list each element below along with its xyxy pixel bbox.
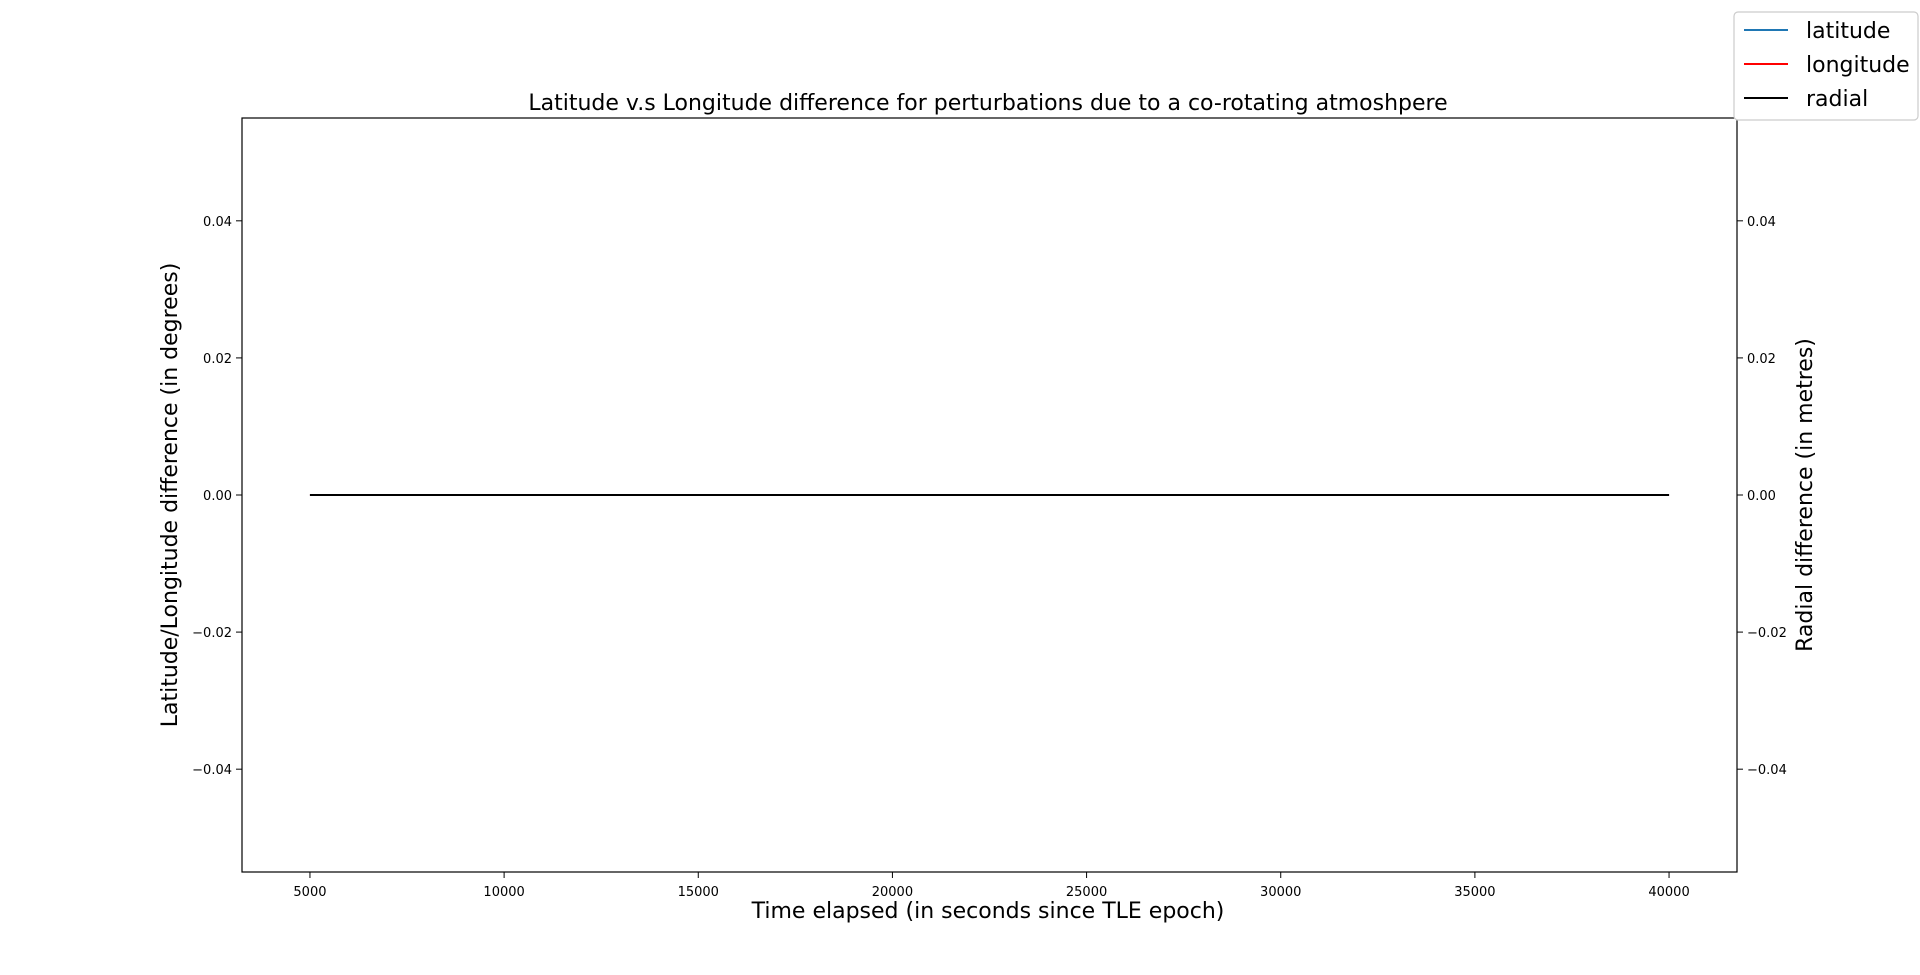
x-tick-label: 15000 [678,885,719,900]
legend-label-latitude: latitude [1806,19,1890,44]
legend-label-radial: radial [1806,87,1868,112]
x-tick-label: 40000 [1648,885,1689,900]
y2-tick-label: 0.04 [1747,215,1776,230]
y2-axis-ticks: −0.04 −0.02 0.00 0.02 0.04 [1737,215,1787,778]
y2-tick-label: −0.04 [1747,763,1787,778]
y-tick-label: 0.02 [203,352,232,367]
x-tick-label: 5000 [293,885,326,900]
x-tick-label: 35000 [1454,885,1495,900]
y2-tick-label: 0.02 [1747,352,1776,367]
y2-axis-label: Radial difference (in metres) [1793,338,1818,652]
x-tick-label: 20000 [872,885,913,900]
x-tick-label: 25000 [1066,885,1107,900]
x-axis-label: Time elapsed (in seconds since TLE epoch… [751,899,1225,924]
y-axis-ticks: −0.04 −0.02 0.00 0.02 0.04 [192,215,242,778]
y-tick-label: 0.04 [203,215,232,230]
legend-frame [1733,11,1919,121]
legend-label-longitude: longitude [1806,53,1910,78]
y2-tick-label: 0.00 [1747,489,1776,504]
y-tick-label: −0.04 [192,763,232,778]
y-tick-label: 0.00 [203,489,232,504]
legend: latitude longitude radial [1733,11,1919,121]
y-axis-label: Latitude/Longitude difference (in degree… [158,263,183,728]
x-axis-ticks: 5000 10000 15000 20000 25000 30000 35000 40000 [293,872,1690,900]
x-tick-label: 30000 [1260,885,1301,900]
y-tick-label: −0.02 [192,626,232,641]
chart-title: Latitude v.s Longitude difference for pe… [528,91,1447,116]
y2-tick-label: −0.02 [1747,626,1787,641]
x-tick-label: 10000 [483,885,524,900]
